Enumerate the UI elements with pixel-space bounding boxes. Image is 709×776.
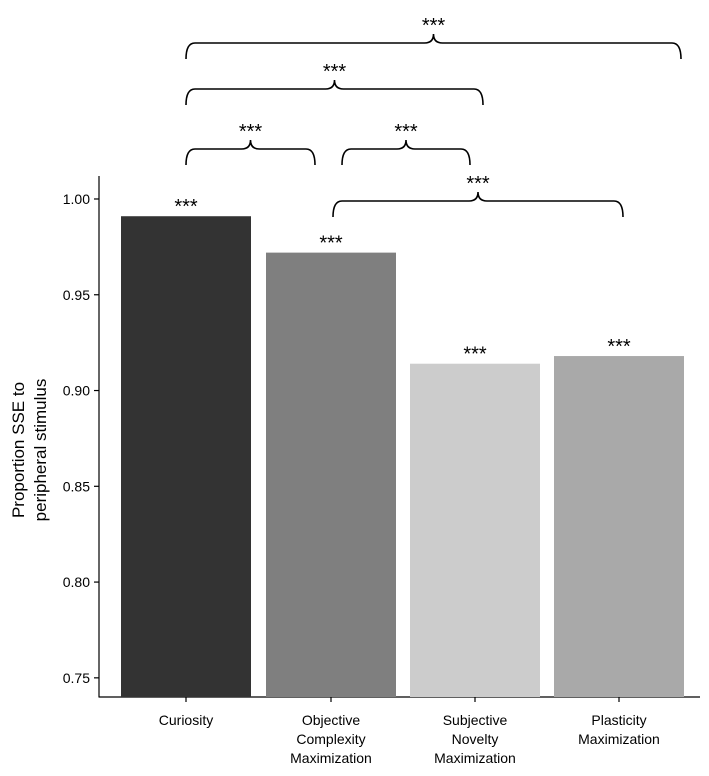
- bar-3: [554, 356, 684, 697]
- comparison-brace-1: [185, 79, 484, 106]
- y-axis-label-area: Proportion SSE to peripheral stimulus: [0, 200, 60, 700]
- bar-0: [121, 216, 251, 698]
- comparison-significance-label: ***: [239, 121, 263, 143]
- bar-significance-label: ***: [463, 344, 487, 366]
- bar-significance-label: ***: [174, 196, 198, 218]
- y-tick-label: 0.85: [63, 478, 90, 494]
- comparison-brace-2: [185, 139, 316, 166]
- y-axis-label: Proportion SSE to peripheral stimulus: [9, 378, 50, 522]
- y-tick-label: 0.90: [63, 383, 90, 399]
- comparison-significance-label: ***: [466, 173, 490, 195]
- comparison-brace-0: [185, 33, 682, 60]
- comparison-significance-label: ***: [422, 15, 446, 37]
- bar-significance-label: ***: [319, 233, 343, 255]
- comparison-brace-4: [332, 191, 624, 218]
- y-tick-label: 0.95: [63, 287, 90, 303]
- x-tick-label: Subjective Novelty Maximization: [434, 712, 516, 766]
- y-tick-label: 0.80: [63, 574, 90, 590]
- y-tick-label: 0.75: [63, 670, 90, 686]
- comparison-significance-label: ***: [394, 121, 418, 143]
- y-tick-label: 1.00: [63, 191, 90, 207]
- x-tick-label: Curiosity: [159, 712, 213, 728]
- bar-2: [410, 363, 540, 697]
- bar-significance-label: ***: [607, 336, 631, 358]
- comparison-significance-label: ***: [323, 61, 347, 83]
- bar-1: [266, 252, 396, 697]
- x-tick-label: Objective Complexity Maximization: [290, 712, 372, 766]
- x-tick-label: Plasticity Maximization: [578, 712, 660, 747]
- comparison-brace-3: [341, 139, 471, 166]
